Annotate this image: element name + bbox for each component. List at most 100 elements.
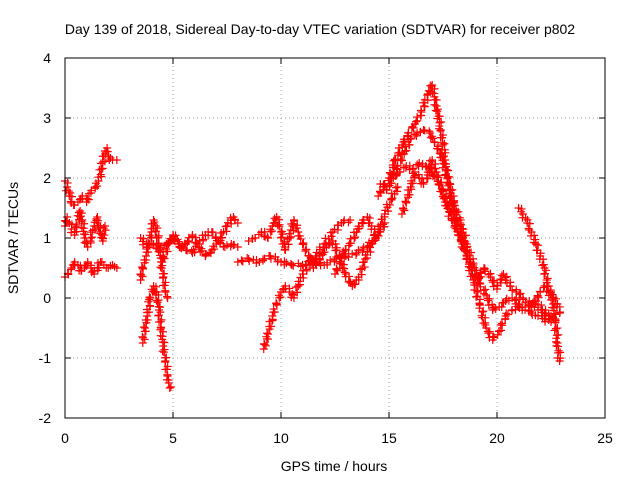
- data-point-interp: [385, 200, 394, 209]
- data-point-interp: [551, 318, 560, 327]
- data-point: [264, 330, 273, 338]
- data-point-interp: [99, 224, 108, 233]
- data-point-interp: [436, 133, 445, 142]
- data-point-interp: [263, 233, 272, 242]
- data-point: [393, 183, 402, 191]
- data-point-interp: [202, 249, 211, 258]
- data-point-interp: [462, 255, 471, 264]
- data-point-interp: [515, 290, 524, 299]
- data-point-interp: [354, 222, 363, 231]
- data-point: [163, 294, 172, 302]
- data-point-interp: [299, 240, 308, 249]
- data-point-interp: [408, 169, 417, 178]
- data-point-interp: [156, 246, 165, 255]
- data-point: [72, 222, 81, 230]
- data-point-interp: [171, 231, 180, 240]
- data-point-interp: [152, 296, 161, 305]
- data-point: [426, 129, 435, 137]
- data-point-interp: [285, 229, 294, 238]
- data-point-interp: [99, 234, 108, 243]
- data-point-interp: [137, 271, 146, 280]
- data-point: [108, 261, 117, 269]
- data-point: [91, 183, 100, 191]
- data-point-interp: [374, 231, 383, 240]
- data-point-interp: [479, 307, 488, 316]
- data-point-interp: [284, 240, 293, 249]
- plot-frame: [64, 57, 606, 419]
- data-point-interp: [269, 305, 278, 314]
- data-point-interp: [237, 256, 246, 265]
- data-point-interp: [544, 291, 553, 300]
- data-point-interp: [258, 256, 267, 265]
- data-point-interp: [539, 260, 548, 269]
- data-point-interp: [512, 295, 521, 304]
- data-point-interp: [430, 100, 439, 109]
- data-point-interp: [273, 221, 282, 230]
- data-point-interp: [296, 262, 305, 271]
- data-point-interp: [266, 254, 275, 263]
- data-point-interp: [436, 126, 445, 135]
- data-point-interp: [288, 289, 297, 298]
- data-point-interp: [493, 330, 502, 339]
- data-point-interp: [510, 296, 519, 305]
- data-point: [391, 156, 400, 164]
- data-point: [163, 372, 172, 380]
- data-point-interp: [272, 299, 281, 308]
- data-point-interp: [394, 149, 403, 158]
- data-point-interp: [95, 263, 104, 272]
- data-point-interp: [529, 238, 538, 247]
- data-point-interp: [76, 212, 85, 221]
- data-point-interp: [311, 259, 320, 268]
- data-point-interp: [299, 273, 308, 282]
- data-point-interp: [348, 249, 357, 258]
- data-point-interp: [326, 256, 335, 265]
- data-point: [486, 273, 495, 281]
- data-point-interp: [260, 339, 269, 348]
- data-point-interp: [438, 141, 447, 150]
- data-point-interp: [413, 113, 422, 122]
- data-point-interp: [208, 228, 217, 237]
- data-point-interp: [296, 280, 305, 289]
- data-point-interp: [67, 192, 76, 201]
- data-point-interp: [375, 187, 384, 196]
- data-point-interp: [506, 282, 515, 291]
- data-point-interp: [434, 173, 443, 182]
- data-point-interp: [88, 233, 97, 242]
- data-point-interp: [498, 319, 507, 328]
- data-point: [112, 264, 121, 272]
- data-point-interp: [481, 285, 490, 294]
- data-point: [331, 255, 339, 263]
- data-point-interp: [405, 140, 414, 149]
- data-point-interp: [336, 253, 345, 262]
- data-point-interp: [151, 282, 160, 291]
- data-point-interp: [399, 135, 408, 144]
- data-point-interp: [141, 327, 150, 336]
- data-point-interp: [365, 243, 374, 252]
- data-point-interp: [83, 194, 92, 203]
- data-point-interp: [496, 320, 505, 329]
- data-point-interp: [447, 210, 456, 219]
- data-point: [287, 261, 296, 269]
- data-point-interp: [416, 106, 425, 115]
- data-point-interp: [266, 225, 275, 234]
- y-axis-label: SDTVAR / TECUs: [5, 182, 21, 294]
- data-point: [97, 165, 106, 173]
- data-point-interp: [251, 233, 260, 242]
- data-point-interp: [332, 246, 341, 255]
- data-point-interp: [260, 231, 269, 240]
- data-point-interp: [437, 118, 446, 127]
- data-point-interp: [401, 197, 410, 206]
- x-tick-label: 15: [381, 430, 397, 446]
- data-point-interp: [412, 117, 421, 126]
- data-point-interp: [319, 248, 328, 257]
- data-point-interp: [197, 246, 206, 255]
- data-point: [78, 216, 87, 224]
- data-point-interp: [282, 258, 291, 267]
- data-point: [157, 324, 166, 332]
- data-point-interp: [154, 318, 163, 327]
- data-point-interp: [275, 222, 284, 231]
- data-point-interp: [516, 289, 525, 298]
- data-point-interp: [479, 319, 488, 328]
- data-point-interp: [539, 255, 548, 264]
- data-point-interp: [431, 106, 440, 115]
